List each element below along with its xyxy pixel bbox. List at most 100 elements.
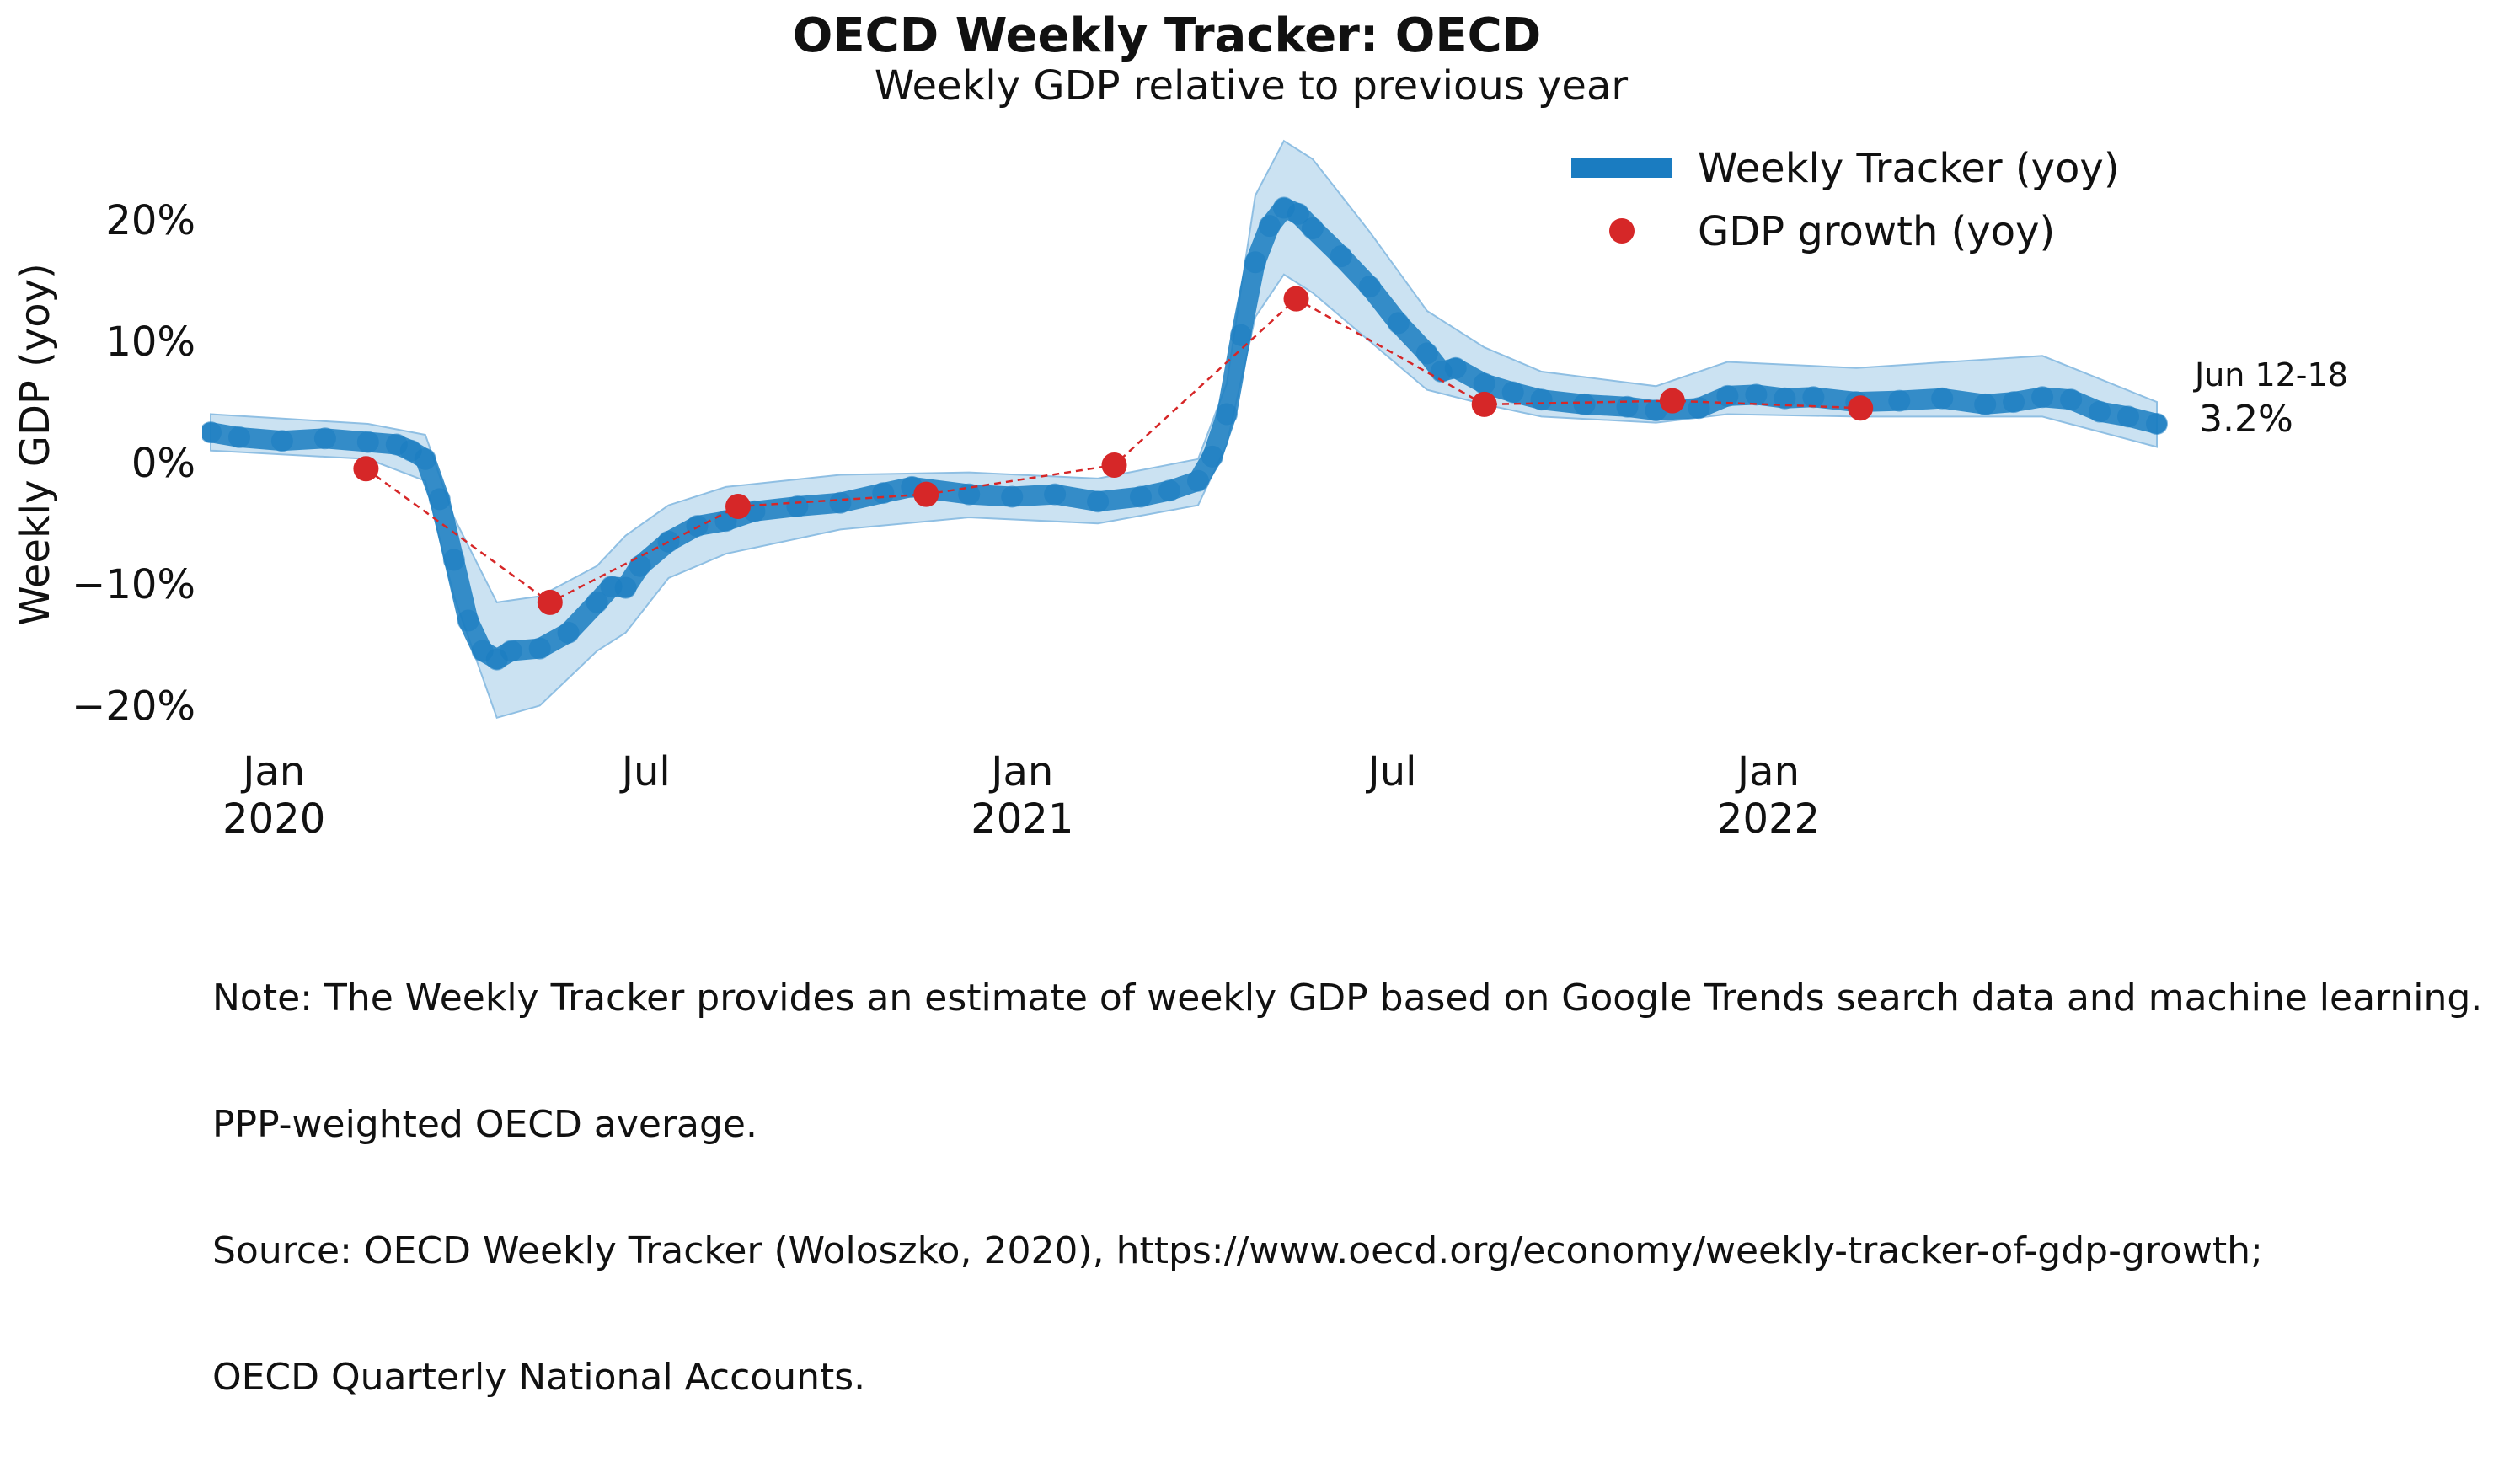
tracker-point [228,426,250,448]
tracker-point [657,530,680,553]
x-tick-label: 2020 [222,795,325,843]
gdp-point [353,456,379,482]
tracker-point [557,621,580,644]
y-tick-label: 20% [105,197,195,244]
tracker-point [414,447,436,470]
x-tick-label: Jul [1366,748,1417,795]
tracker-point [1530,388,1553,411]
gdp-point [1471,391,1497,417]
chart: OECD Weekly Tracker: OECD Weekly GDP rel… [12,8,2482,1399]
x-tick-label: Jul [619,748,671,795]
last-value-number: 3.2% [2199,398,2293,441]
legend-swatch-gdp [1609,218,1635,244]
axis-layer: −20%−10%0%10%20%Weekly GDP (yoy)Jan2020J… [12,197,1820,843]
tracker-point [1573,393,1596,415]
last-value-date: Jun 12-18 [2193,356,2348,394]
tracker-point [1201,445,1223,468]
last-value-annotation: Jun 12-18 3.2% [2193,356,2348,441]
tracker-point [1415,342,1438,365]
chart-title: OECD Weekly Tracker: OECD [792,8,1542,63]
gdp-marker-layer [353,286,1874,615]
confidence-band-layer [210,139,2158,720]
tracker-point [356,431,379,453]
tracker-point [1501,381,1524,404]
tracker-point [1216,403,1238,426]
y-tick-label: −20% [72,683,195,730]
tracker-point [1229,324,1252,346]
tracker-point [2146,413,2168,435]
chart-notes: Note: The Weekly Tracker provides an est… [212,893,2482,1483]
tracker-point [629,554,651,577]
tracker-point [614,576,637,599]
tracker-point [1330,245,1352,268]
tracker-point [1130,485,1152,508]
tracker-point [1745,383,1768,406]
tracker-point [1158,479,1180,502]
tracker-point [1616,395,1639,418]
gdp-point [1101,452,1127,478]
gdp-dashed-line [365,297,1861,604]
tracker-point [686,515,709,538]
tracker-point [1716,384,1739,407]
gdp-point [725,494,751,519]
tracker-point [500,640,522,662]
tracker-point [586,591,608,613]
gdp-point [1848,395,1874,421]
tracker-point [1802,386,1825,409]
tracker-point [1001,485,1024,508]
tracker-point [1044,483,1067,506]
tracker-line [202,197,2167,670]
y-tick-label: −10% [72,561,195,608]
y-axis-label: Weekly GDP (yoy) [12,263,59,626]
gdp-point [913,481,939,507]
tracker-point [1774,387,1796,410]
y-tick-label: 0% [131,440,195,487]
tracker-point [528,637,551,660]
chart-subtitle: Weekly GDP relative to previous year [874,62,1629,110]
tracker-point [1287,202,1309,225]
tracker-point [1244,251,1266,274]
tracker-point [442,549,465,571]
tracker-point [1688,397,1710,420]
note-line: OECD Quarterly National Accounts. [212,1356,866,1399]
tracker-point [1974,393,1997,415]
tracker-point [1187,469,1209,492]
tracker-point [1358,276,1381,298]
gdp-point [1283,286,1309,312]
x-tick-label: Jan [1735,748,1800,795]
tracker-point [1087,490,1110,513]
x-tick-label: Jan [240,748,305,795]
tracker-point [2117,405,2139,428]
tracker-point [1301,217,1324,239]
tracker-point [2003,391,2025,414]
note-line: Source: OECD Weekly Tracker (Woloszko, 2… [212,1229,2263,1272]
tracker-point [1387,312,1410,335]
tracker-point [270,430,293,452]
tracker-point [1258,215,1281,238]
legend: Weekly Tracker (yoy) GDP growth (yoy) [1571,145,2120,255]
tracker-point [2031,386,2054,409]
tracker-point [829,491,852,514]
y-tick-label: 10% [105,319,195,366]
tracker-point [457,609,479,632]
tracker-point [1444,356,1467,379]
tracker-point [1888,389,1911,412]
tracker-point [786,495,809,517]
tracker-point [872,482,895,505]
gdp-point [537,589,563,615]
tracker-point [428,488,451,511]
note-line: Note: The Weekly Tracker provides an est… [212,977,2483,1020]
tracker-point [1931,387,1954,410]
plot-area: −20%−10%0%10%20%Weekly GDP (yoy)Jan2020J… [12,139,2348,843]
tracker-point [2060,388,2083,411]
x-tick-label: 2021 [971,795,1073,843]
x-tick-label: 2022 [1717,795,1820,843]
legend-label-tracker: Weekly Tracker (yoy) [1698,145,2120,192]
tracker-point [1473,372,1495,395]
x-tick-label: Jan [988,748,1053,795]
tracker-point [313,427,336,450]
legend-label-gdp: GDP growth (yoy) [1698,208,2055,255]
gdp-point [1659,388,1685,414]
tracker-point [2089,400,2111,423]
note-line: PPP-weighted OECD average. [212,1103,757,1146]
